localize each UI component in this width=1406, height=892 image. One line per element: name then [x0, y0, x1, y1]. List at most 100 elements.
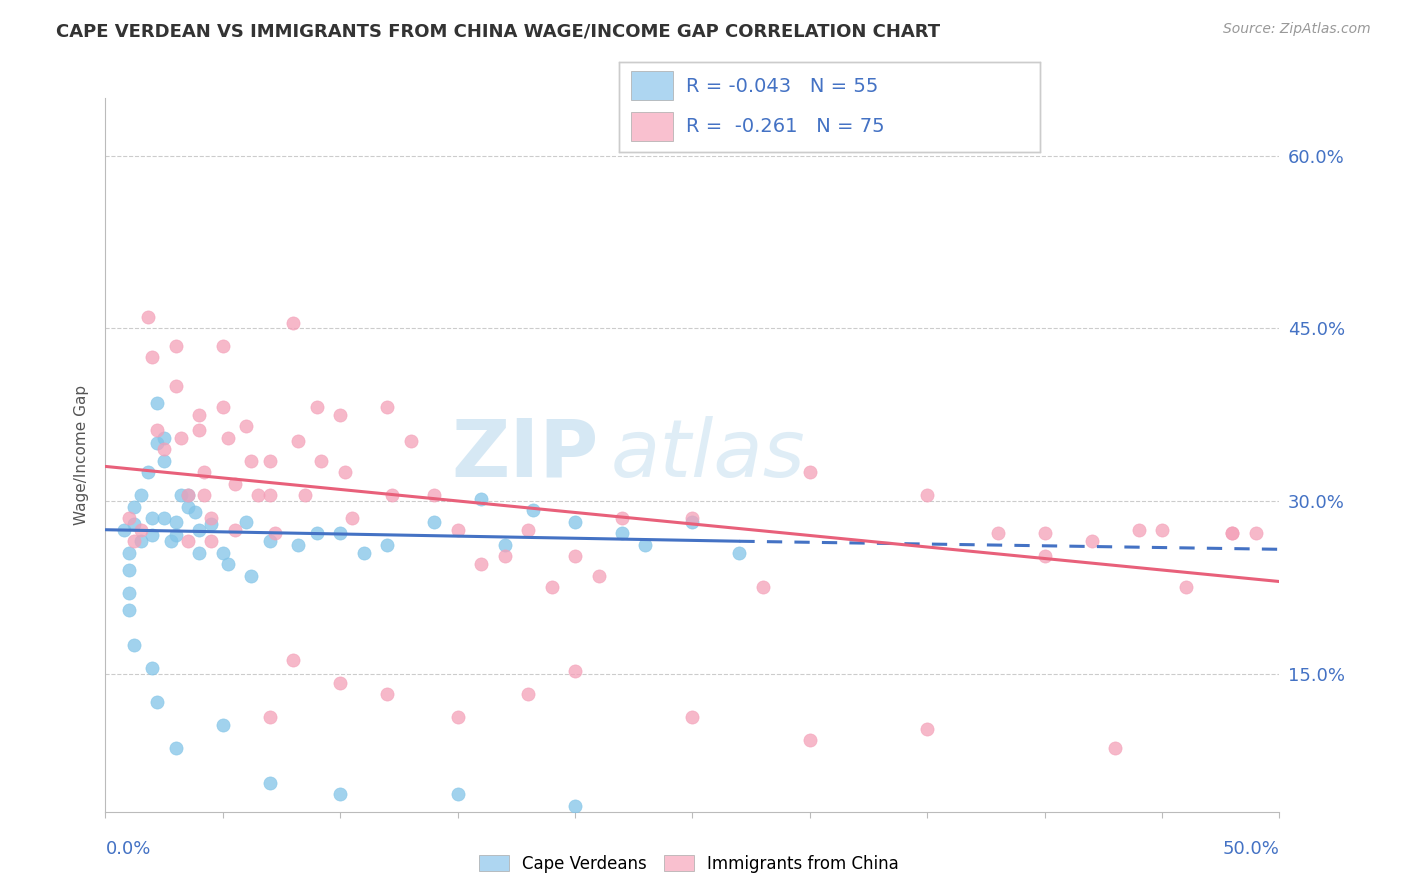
Point	[399, 434, 422, 449]
Point	[122, 500, 145, 514]
Point	[129, 534, 152, 549]
Point	[118, 546, 141, 560]
Point	[987, 526, 1010, 541]
Point	[517, 687, 540, 701]
Point	[517, 523, 540, 537]
Y-axis label: Wage/Income Gap: Wage/Income Gap	[75, 384, 90, 525]
Point	[169, 431, 191, 445]
Point	[259, 710, 281, 724]
Point	[329, 408, 352, 422]
Point	[799, 465, 821, 479]
Point	[1174, 580, 1197, 594]
Point	[193, 465, 215, 479]
Point	[752, 580, 775, 594]
Text: Source: ZipAtlas.com: Source: ZipAtlas.com	[1223, 22, 1371, 37]
Point	[165, 528, 187, 542]
Point	[283, 316, 305, 330]
Point	[494, 538, 516, 552]
Point	[200, 516, 222, 531]
Point	[1222, 526, 1244, 541]
Point	[200, 534, 222, 549]
Point	[141, 350, 163, 364]
Point	[165, 379, 187, 393]
Point	[540, 580, 562, 594]
Point	[915, 488, 938, 502]
Point	[188, 523, 211, 537]
Point	[287, 538, 309, 552]
Point	[188, 408, 211, 422]
Point	[176, 500, 198, 514]
Point	[112, 523, 135, 537]
Point	[224, 523, 246, 537]
Point	[146, 396, 169, 410]
Point	[446, 788, 468, 802]
Point	[153, 511, 176, 525]
Point	[211, 400, 233, 414]
Point	[153, 453, 176, 467]
Point	[146, 695, 169, 709]
Point	[247, 488, 270, 502]
Point	[153, 431, 176, 445]
Point	[305, 400, 328, 414]
Text: 0.0%: 0.0%	[105, 840, 150, 858]
Point	[240, 453, 263, 467]
Point	[141, 661, 163, 675]
Point	[381, 488, 404, 502]
Point	[129, 523, 152, 537]
Point	[681, 710, 703, 724]
Text: 50.0%: 50.0%	[1223, 840, 1279, 858]
Point	[494, 549, 516, 564]
Point	[329, 675, 352, 690]
Text: R =  -0.261   N = 75: R = -0.261 N = 75	[686, 117, 884, 136]
Point	[176, 534, 198, 549]
Point	[564, 665, 586, 679]
Point	[118, 511, 141, 525]
Point	[423, 515, 446, 529]
Point	[1244, 526, 1267, 541]
Point	[136, 465, 159, 479]
Point	[165, 338, 187, 352]
Point	[176, 488, 198, 502]
Point	[329, 526, 352, 541]
Point	[211, 718, 233, 732]
Text: atlas: atlas	[610, 416, 806, 494]
Point	[353, 546, 375, 560]
Bar	[631, 112, 673, 141]
Point	[1080, 534, 1102, 549]
Point	[1222, 526, 1244, 541]
Text: CAPE VERDEAN VS IMMIGRANTS FROM CHINA WAGE/INCOME GAP CORRELATION CHART: CAPE VERDEAN VS IMMIGRANTS FROM CHINA WA…	[56, 22, 941, 40]
Point	[211, 546, 233, 560]
Point	[188, 546, 211, 560]
Point	[118, 563, 141, 577]
Point	[122, 516, 145, 531]
Point	[141, 528, 163, 542]
Point	[240, 568, 263, 582]
Point	[146, 423, 169, 437]
Point	[915, 722, 938, 736]
Point	[118, 586, 141, 600]
Point	[287, 434, 309, 449]
Point	[217, 558, 239, 572]
Bar	[631, 71, 673, 100]
Point	[845, 120, 868, 134]
Point	[610, 526, 633, 541]
Point	[259, 776, 281, 790]
Point	[375, 687, 398, 701]
Point	[610, 511, 633, 525]
Point	[329, 788, 352, 802]
Point	[1033, 526, 1056, 541]
Point	[165, 741, 187, 756]
Point	[564, 549, 586, 564]
Point	[160, 534, 183, 549]
Point	[799, 733, 821, 747]
Point	[311, 453, 333, 467]
Point	[122, 638, 145, 652]
Point	[136, 310, 159, 324]
Point	[1150, 523, 1173, 537]
Point	[564, 515, 586, 529]
Point	[333, 465, 356, 479]
Point	[122, 534, 145, 549]
Point	[165, 515, 187, 529]
Point	[200, 511, 222, 525]
Point	[141, 511, 163, 525]
